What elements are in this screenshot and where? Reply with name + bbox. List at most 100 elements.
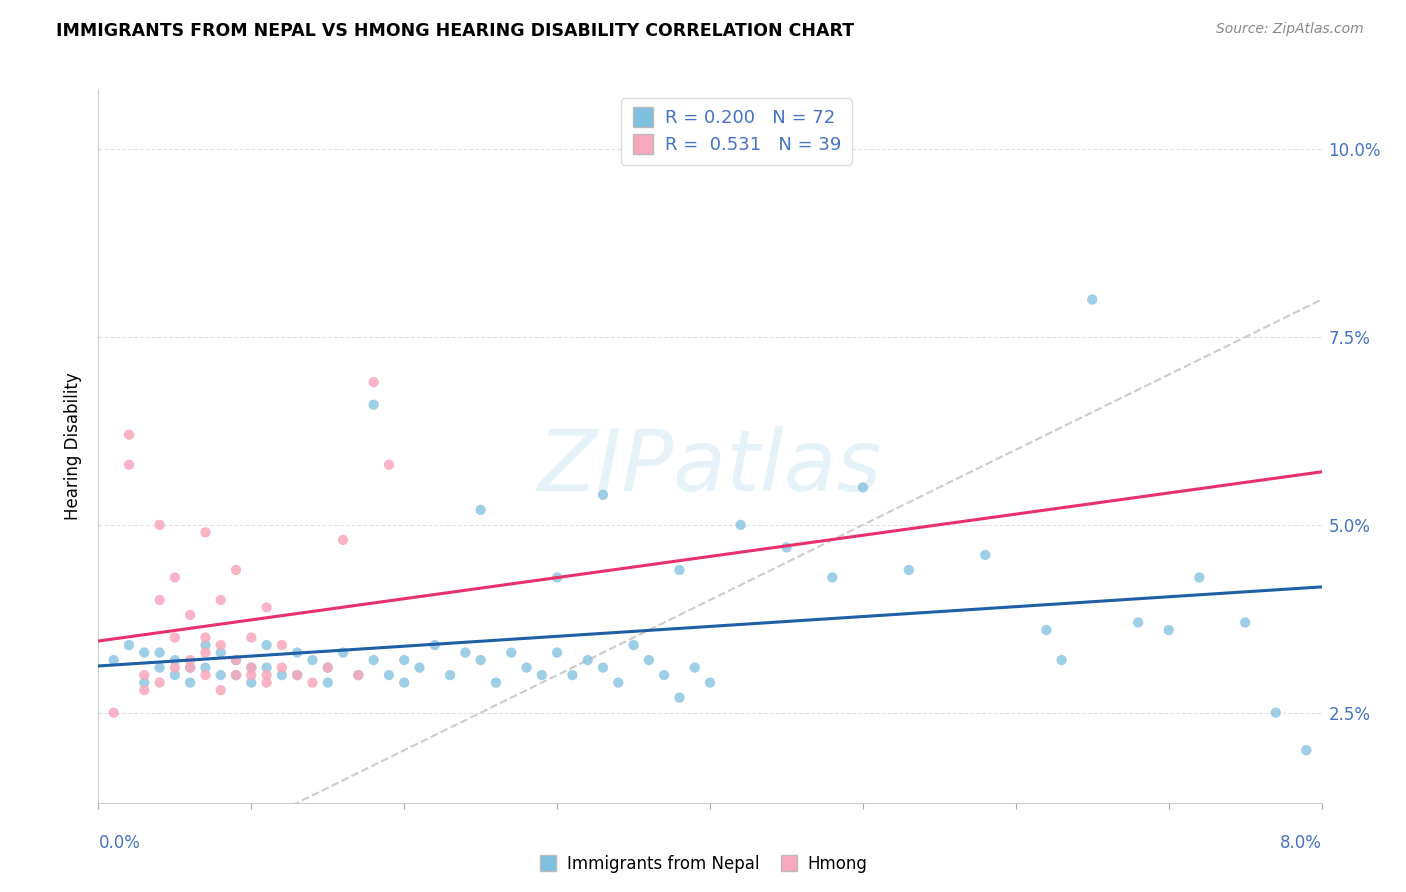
Point bbox=[592, 660, 614, 674]
Point bbox=[194, 525, 217, 540]
Point bbox=[1234, 615, 1257, 630]
Point bbox=[256, 660, 278, 674]
Point bbox=[134, 668, 156, 682]
Point bbox=[163, 668, 186, 682]
Point bbox=[974, 548, 997, 562]
Point bbox=[347, 668, 370, 682]
Point bbox=[209, 683, 232, 698]
Point bbox=[821, 570, 844, 584]
Point bbox=[561, 668, 583, 682]
Point bbox=[363, 653, 385, 667]
Point bbox=[668, 563, 690, 577]
Y-axis label: Hearing Disability: Hearing Disability bbox=[65, 372, 83, 520]
Point bbox=[209, 593, 232, 607]
Point bbox=[775, 541, 797, 555]
Point bbox=[225, 668, 247, 682]
Point bbox=[149, 593, 172, 607]
Point bbox=[256, 638, 278, 652]
Point bbox=[516, 660, 538, 674]
Point bbox=[270, 668, 294, 682]
Point bbox=[392, 653, 416, 667]
Point bbox=[301, 675, 323, 690]
Point bbox=[270, 660, 294, 674]
Point bbox=[378, 458, 401, 472]
Point bbox=[546, 646, 568, 660]
Point bbox=[470, 653, 492, 667]
Text: IMMIGRANTS FROM NEPAL VS HMONG HEARING DISABILITY CORRELATION CHART: IMMIGRANTS FROM NEPAL VS HMONG HEARING D… bbox=[56, 22, 855, 40]
Point bbox=[285, 668, 308, 682]
Point bbox=[163, 653, 186, 667]
Point bbox=[285, 646, 308, 660]
Point bbox=[852, 480, 875, 494]
Point bbox=[1295, 743, 1317, 757]
Point bbox=[256, 668, 278, 682]
Point bbox=[134, 646, 156, 660]
Point bbox=[439, 668, 461, 682]
Legend: R = 0.200   N = 72, R =  0.531   N = 39: R = 0.200 N = 72, R = 0.531 N = 39 bbox=[621, 98, 852, 165]
Point bbox=[240, 660, 263, 674]
Point bbox=[1035, 623, 1057, 637]
Point bbox=[240, 675, 263, 690]
Point bbox=[637, 653, 661, 667]
Point bbox=[134, 675, 156, 690]
Point bbox=[1264, 706, 1286, 720]
Point bbox=[149, 517, 172, 532]
Point bbox=[530, 668, 553, 682]
Point bbox=[194, 638, 217, 652]
Point bbox=[149, 660, 172, 674]
Point bbox=[209, 638, 232, 652]
Point bbox=[1128, 615, 1150, 630]
Point bbox=[285, 668, 308, 682]
Point bbox=[179, 675, 201, 690]
Point bbox=[592, 488, 614, 502]
Point bbox=[179, 607, 201, 622]
Point bbox=[316, 675, 339, 690]
Point bbox=[240, 668, 263, 682]
Point bbox=[546, 570, 568, 584]
Point bbox=[225, 563, 247, 577]
Text: Source: ZipAtlas.com: Source: ZipAtlas.com bbox=[1216, 22, 1364, 37]
Point bbox=[194, 668, 217, 682]
Point bbox=[363, 398, 385, 412]
Point bbox=[194, 631, 217, 645]
Point bbox=[256, 675, 278, 690]
Point bbox=[179, 660, 201, 674]
Point bbox=[485, 675, 508, 690]
Point bbox=[316, 660, 339, 674]
Point bbox=[256, 600, 278, 615]
Text: 0.0%: 0.0% bbox=[98, 834, 141, 852]
Point bbox=[103, 706, 125, 720]
Text: ZIPatlas: ZIPatlas bbox=[538, 425, 882, 509]
Point bbox=[225, 653, 247, 667]
Point bbox=[501, 646, 523, 660]
Point bbox=[240, 660, 263, 674]
Point bbox=[1157, 623, 1180, 637]
Point bbox=[623, 638, 645, 652]
Point bbox=[149, 675, 172, 690]
Point bbox=[316, 660, 339, 674]
Point bbox=[392, 675, 416, 690]
Point bbox=[699, 675, 721, 690]
Point bbox=[301, 653, 323, 667]
Point bbox=[576, 653, 599, 667]
Point bbox=[240, 631, 263, 645]
Point bbox=[118, 638, 141, 652]
Point bbox=[118, 458, 141, 472]
Point bbox=[134, 683, 156, 698]
Point bbox=[225, 668, 247, 682]
Point bbox=[652, 668, 675, 682]
Point bbox=[1050, 653, 1073, 667]
Point bbox=[225, 653, 247, 667]
Point bbox=[194, 646, 217, 660]
Point bbox=[163, 570, 186, 584]
Point bbox=[163, 660, 186, 674]
Point bbox=[730, 517, 752, 532]
Point bbox=[1188, 570, 1211, 584]
Text: 8.0%: 8.0% bbox=[1279, 834, 1322, 852]
Point bbox=[179, 653, 201, 667]
Point bbox=[683, 660, 706, 674]
Point bbox=[209, 668, 232, 682]
Point bbox=[470, 503, 492, 517]
Point bbox=[163, 631, 186, 645]
Point bbox=[363, 375, 385, 389]
